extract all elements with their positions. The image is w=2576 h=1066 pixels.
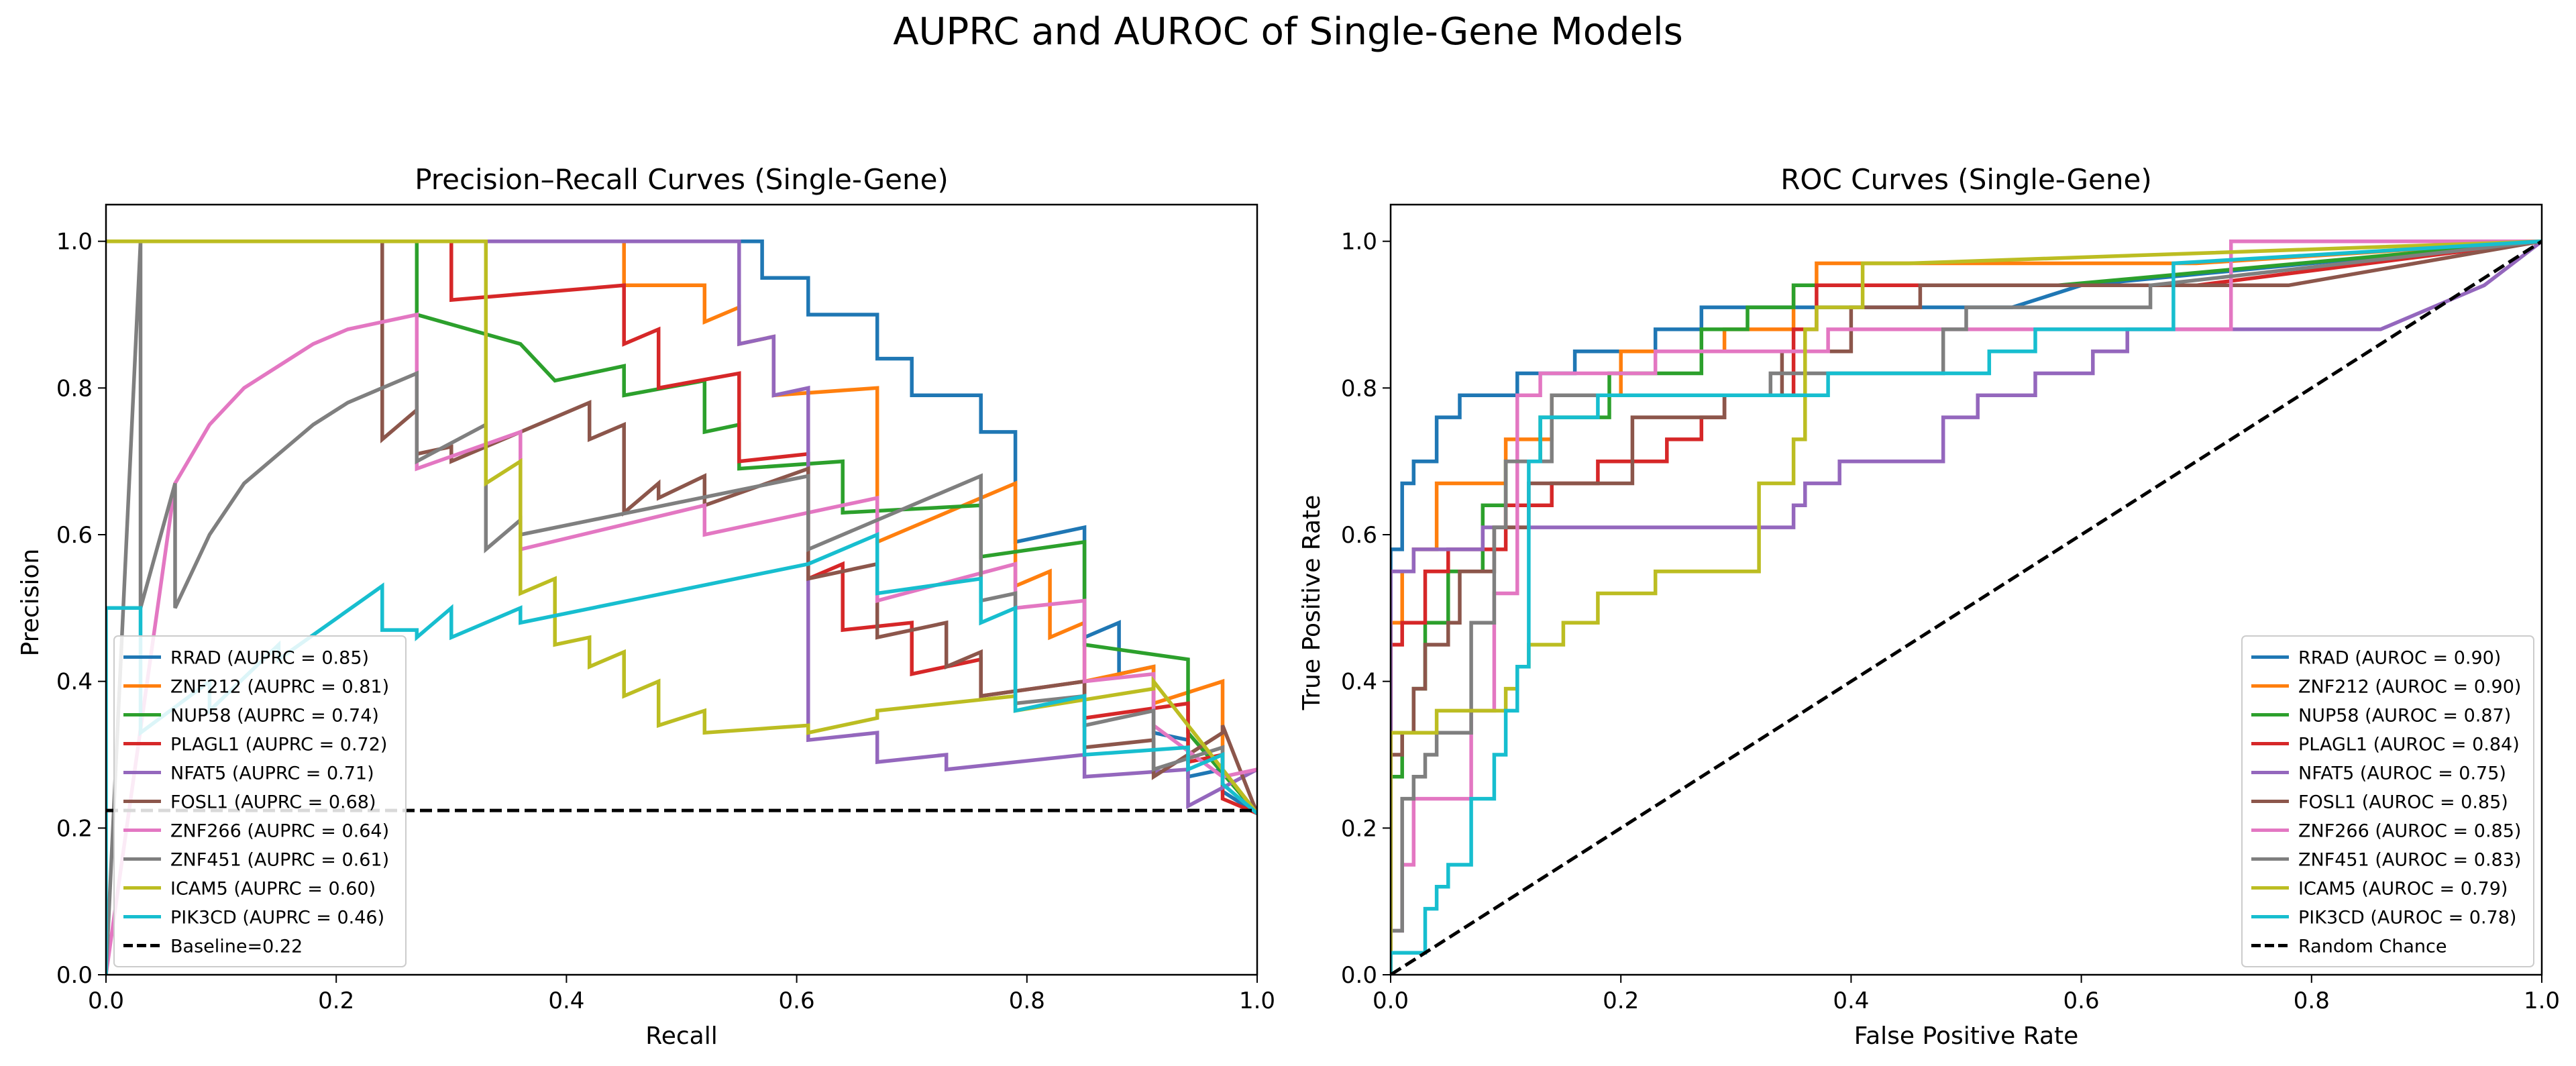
roc-legend-label-znf212: ZNF212 (AUROC = 0.90) <box>2298 677 2521 698</box>
roc-legend-label-znf451: ZNF451 (AUROC = 0.83) <box>2298 850 2521 871</box>
roc-legend-label-nup58: NUP58 (AUROC = 0.87) <box>2298 706 2511 727</box>
pr-xtick-label: 0.8 <box>1009 988 1045 1014</box>
roc-line-znf451 <box>1391 239 2542 975</box>
roc-ylabel: True Positive Rate <box>1298 495 1326 711</box>
pr-line-nfat5 <box>106 239 1257 810</box>
pr-legend: RRAD (AUPRC = 0.85) ZNF212 (AUPRC = 0.81)… <box>113 635 407 967</box>
pr-legend-label-plagl1: PLAGL1 (AUPRC = 0.72) <box>170 735 387 755</box>
pr-xtick-label: 0.2 <box>318 988 354 1014</box>
roc-legend: RRAD (AUROC = 0.90) ZNF212 (AUROC = 0.90)… <box>2241 635 2534 967</box>
roc-line-nfat5 <box>1391 239 2542 975</box>
pr-xtick-label: 0.0 <box>88 988 124 1014</box>
pr-xtick-label: 1.0 <box>1239 988 1275 1014</box>
pr-legend-label-znf212: ZNF212 (AUPRC = 0.81) <box>170 677 389 698</box>
roc-legend-label-nfat5: NFAT5 (AUROC = 0.75) <box>2298 763 2506 784</box>
pr-xtick-label: 0.4 <box>548 988 584 1014</box>
pr-legend-label-fosl1: FOSL1 (AUPRC = 0.68) <box>170 792 376 813</box>
precision-recall-panel: Precision–Recall Curves (Single-Gene) Re… <box>17 163 1275 1050</box>
roc-ytick-label: 1.0 <box>1341 229 1377 256</box>
pr-ytick-label: 0.6 <box>56 522 93 549</box>
roc-legend-label-icam5: ICAM5 (AUROC = 0.79) <box>2298 879 2508 900</box>
roc-ytick-label: 0.8 <box>1341 375 1377 402</box>
roc-line-icam5 <box>1391 239 2542 975</box>
pr-legend-label-rrad: RRAD (AUPRC = 0.85) <box>170 648 369 669</box>
pr-axes-frame <box>105 203 1258 976</box>
roc-xtick-label: 0.6 <box>2063 988 2100 1014</box>
roc-ytick-label: 0.4 <box>1341 669 1377 696</box>
roc-legend-label-reference: Random Chance <box>2298 937 2447 957</box>
pr-legend-label-nup58: NUP58 (AUPRC = 0.74) <box>170 706 379 727</box>
pr-ytick-label: 0.8 <box>56 375 93 402</box>
pr-line-znf266 <box>106 312 1257 975</box>
roc-legend-label-rrad: RRAD (AUROC = 0.90) <box>2298 648 2501 669</box>
roc-xlabel: False Positive Rate <box>1854 1022 2079 1050</box>
roc-panel: ROC Curves (Single-Gene) False Positive … <box>1298 163 2560 1050</box>
roc-ytick-label: 0.0 <box>1341 962 1377 989</box>
roc-ytick-label: 0.6 <box>1341 522 1377 549</box>
pr-line-plagl1 <box>106 239 1257 816</box>
roc-line-reference <box>1391 239 2542 975</box>
roc-xtick-label: 0.8 <box>2294 988 2330 1014</box>
pr-legend-label-znf451: ZNF451 (AUPRC = 0.61) <box>170 850 389 871</box>
pr-ytick-label: 0.0 <box>56 962 93 989</box>
pr-line-znf451 <box>106 241 1257 975</box>
roc-xtick-label: 0.4 <box>1833 988 1869 1014</box>
roc-legend-label-fosl1: FOSL1 (AUROC = 0.85) <box>2298 792 2508 813</box>
pr-title: Precision–Recall Curves (Single-Gene) <box>415 163 949 196</box>
pr-legend-label-pik3cd: PIK3CD (AUPRC = 0.46) <box>170 908 384 928</box>
pr-legend-box <box>113 635 407 967</box>
pr-ytick-label: 0.4 <box>56 669 93 696</box>
pr-legend-label-icam5: ICAM5 (AUPRC = 0.60) <box>170 879 376 900</box>
roc-xtick-label: 1.0 <box>2524 988 2560 1014</box>
pr-legend-label-znf266: ZNF266 (AUPRC = 0.64) <box>170 821 389 842</box>
pr-legend-label-reference: Baseline=0.22 <box>170 937 303 957</box>
roc-legend-box <box>2241 635 2534 967</box>
roc-title: ROC Curves (Single-Gene) <box>1780 163 2152 196</box>
pr-xtick-label: 0.6 <box>779 988 815 1014</box>
pr-ylabel: Precision <box>17 549 44 657</box>
pr-xlabel: Recall <box>645 1022 717 1050</box>
roc-legend-label-pik3cd: PIK3CD (AUROC = 0.78) <box>2298 908 2516 928</box>
roc-legend-label-plagl1: PLAGL1 (AUROC = 0.84) <box>2298 735 2520 755</box>
roc-series-group <box>1391 239 2542 975</box>
roc-xtick-label: 0.2 <box>1603 988 1639 1014</box>
roc-ytick-label: 0.2 <box>1341 815 1377 842</box>
roc-line-plagl1 <box>1391 239 2542 975</box>
pr-ytick-label: 0.2 <box>56 815 93 842</box>
roc-xtick-label: 0.0 <box>1373 988 1409 1014</box>
roc-legend-label-znf266: ZNF266 (AUROC = 0.85) <box>2298 821 2521 842</box>
roc-line-znf266 <box>1391 239 2542 975</box>
figure-title: AUPRC and AUROC of Single-Gene Models <box>893 10 1683 54</box>
roc-axes-frame <box>1389 203 2543 976</box>
pr-series-group <box>106 239 1257 975</box>
roc-line-pik3cd <box>1391 239 2542 975</box>
pr-ytick-label: 1.0 <box>56 229 93 256</box>
pr-legend-label-nfat5: NFAT5 (AUPRC = 0.71) <box>170 763 374 784</box>
